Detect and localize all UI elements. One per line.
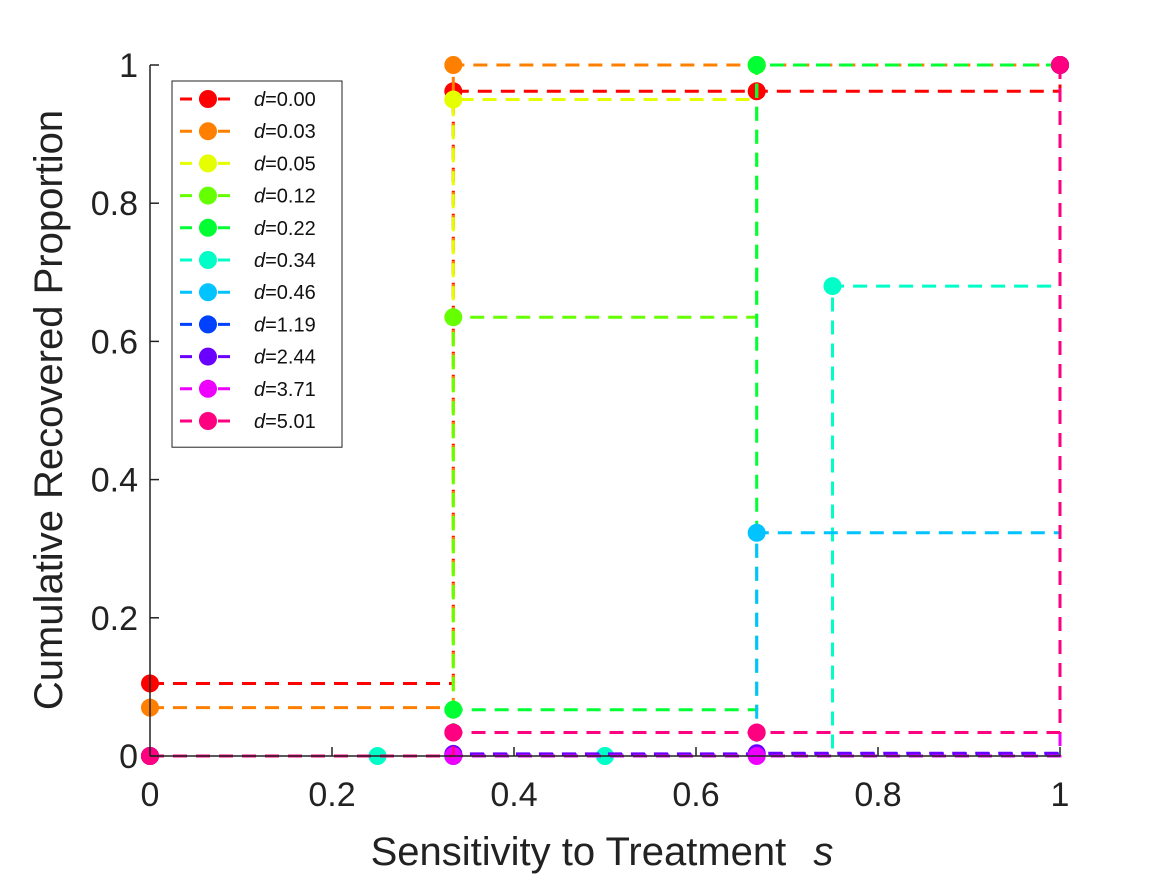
- legend-entry: d=5.01: [180, 411, 316, 433]
- series-line: [150, 65, 1062, 758]
- legend-label: d=3.71: [254, 379, 316, 401]
- legend-entry: d=1.19: [180, 314, 316, 336]
- y-axis-ticks: 0 0.2 0.4 0.6 0.8 1: [91, 47, 159, 776]
- y-tick-label: 0.8: [91, 185, 138, 223]
- y-axis-label: Cumulative Recovered Proportion: [27, 110, 71, 710]
- legend-swatch-marker: [199, 186, 217, 205]
- legend-entry: d=3.71: [180, 379, 316, 401]
- legend-entry: d=0.05: [180, 153, 316, 175]
- series-line: [150, 65, 1062, 758]
- legend-swatch-marker: [199, 412, 217, 430]
- legend-entry: d=0.03: [180, 121, 316, 143]
- data-point: [747, 523, 766, 542]
- x-tick-label: 0.8: [854, 776, 901, 814]
- y-tick-label: 0: [119, 738, 138, 776]
- x-tick-label: 0.6: [672, 776, 719, 814]
- legend-label: d=1.19: [254, 314, 316, 336]
- data-point: [444, 56, 463, 74]
- data-point: [1051, 56, 1069, 74]
- legend-swatch-marker: [199, 315, 217, 334]
- legend-label: d=0.00: [254, 89, 316, 111]
- legend-swatch-marker: [199, 251, 217, 269]
- legend-label: d=0.05: [254, 153, 316, 175]
- x-tick-label: 0: [141, 776, 160, 814]
- legend-label: d=5.01: [254, 411, 316, 433]
- x-axis-label-text: Sensitivity to Treatment: [371, 830, 787, 874]
- legend-entry: d=0.46: [180, 282, 316, 304]
- y-tick-label: 0.2: [91, 600, 138, 638]
- legend-label: d=0.12: [254, 186, 316, 208]
- legend: d=0.00 d=0.03 d=0.05 d=0.12 d=0.22 d=0.34 d=0.…: [171, 80, 343, 448]
- legend-swatch-marker: [199, 283, 217, 302]
- legend-entry: d=0.34: [180, 250, 316, 272]
- legend-entry: d=0.12: [180, 186, 316, 208]
- data-point: [747, 56, 766, 74]
- legend-swatch-marker: [199, 90, 217, 108]
- legend-swatch-marker: [199, 154, 217, 173]
- x-tick-label: 0.4: [490, 776, 537, 814]
- legend-label: d=0.22: [254, 218, 316, 240]
- data-point: [823, 277, 842, 296]
- legend-label: d=0.03: [254, 121, 316, 143]
- data-point: [444, 90, 463, 109]
- legend-swatch-marker: [199, 218, 217, 237]
- x-axis-ticks: 0 0.2 0.4 0.6 0.8 1: [141, 747, 1070, 814]
- x-axis-label-var: s: [813, 830, 833, 874]
- x-tick-label: 0.2: [308, 776, 355, 814]
- legend-entry: d=0.00: [180, 89, 316, 111]
- axes-group: [149, 65, 1060, 757]
- y-tick-label: 1: [119, 47, 138, 85]
- x-axis-label: Sensitivity to Treatment s: [371, 830, 834, 874]
- series-line: [150, 63, 1060, 758]
- data-point: [444, 723, 463, 742]
- legend-swatch-marker: [199, 379, 217, 398]
- y-tick-label: 0.4: [91, 462, 138, 500]
- data-point: [444, 700, 463, 719]
- data-point: [444, 308, 463, 327]
- legend-label: d=0.46: [254, 282, 316, 304]
- y-tick-label: 0.6: [91, 323, 138, 361]
- legend-entry: d=2.44: [180, 347, 316, 369]
- legend-swatch-marker: [199, 122, 217, 141]
- legend-swatch-marker: [199, 347, 217, 366]
- legend-label: d=2.44: [254, 347, 316, 369]
- series-line: [150, 65, 1062, 685]
- x-tick-label: 1: [1051, 776, 1070, 814]
- series-5.01: [141, 56, 1069, 765]
- legend-label: d=0.34: [254, 250, 316, 272]
- data-point: [747, 723, 766, 742]
- legend-entry: d=0.22: [180, 218, 316, 240]
